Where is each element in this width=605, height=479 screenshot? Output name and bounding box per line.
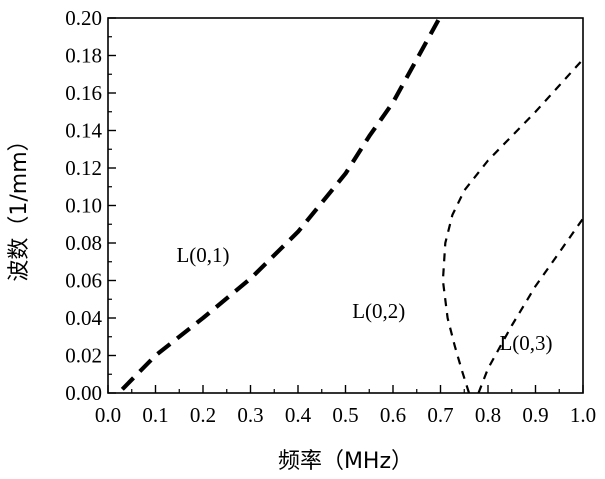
series-line-3	[479, 219, 584, 393]
y-tick-label: 0.10	[65, 194, 102, 218]
y-tick-label: 0.14	[65, 119, 102, 143]
y-tick-label: 0.16	[65, 81, 102, 105]
curve-label-2: L(0,2)	[352, 299, 405, 323]
x-tick-label: 0.9	[522, 403, 548, 427]
x-tick-label: 0.1	[142, 403, 168, 427]
x-tick-label: 1.0	[570, 403, 596, 427]
y-tick-label: 0.12	[65, 156, 102, 180]
x-tick-label: 0.8	[475, 403, 501, 427]
x-tick-label: 0.4	[285, 403, 312, 427]
series-line-1	[122, 16, 440, 389]
y-tick-label: 0.02	[65, 344, 102, 368]
x-tick-label: 0.5	[332, 403, 358, 427]
x-axis-title: 频率（MHz）	[278, 449, 413, 474]
y-axis-title: 波数（1/mm）	[7, 129, 32, 281]
x-tick-label: 0.6	[380, 403, 406, 427]
y-tick-label: 0.06	[65, 269, 102, 293]
x-tick-label: 0.0	[95, 403, 121, 427]
y-tick-label: 0.04	[65, 306, 102, 330]
curve-label-3: L(0,3)	[499, 331, 552, 355]
x-tick-label: 0.7	[427, 403, 453, 427]
x-axis-ticks: 0.0 0.1 0.2 0.3 0.4 0.5 0.6 0.7 0.8 0.9 1.0	[95, 385, 596, 427]
y-tick-label: 0.00	[65, 381, 102, 405]
x-tick-label: 0.2	[190, 403, 216, 427]
y-tick-label: 0.18	[65, 44, 102, 68]
curve-label-1: L(0,1)	[176, 243, 229, 267]
curve-labels: L(0,1) L(0,2) L(0,3)	[176, 243, 552, 355]
x-tick-label: 0.3	[237, 403, 263, 427]
y-tick-label: 0.08	[65, 231, 102, 255]
y-tick-label: 0.20	[65, 6, 102, 30]
